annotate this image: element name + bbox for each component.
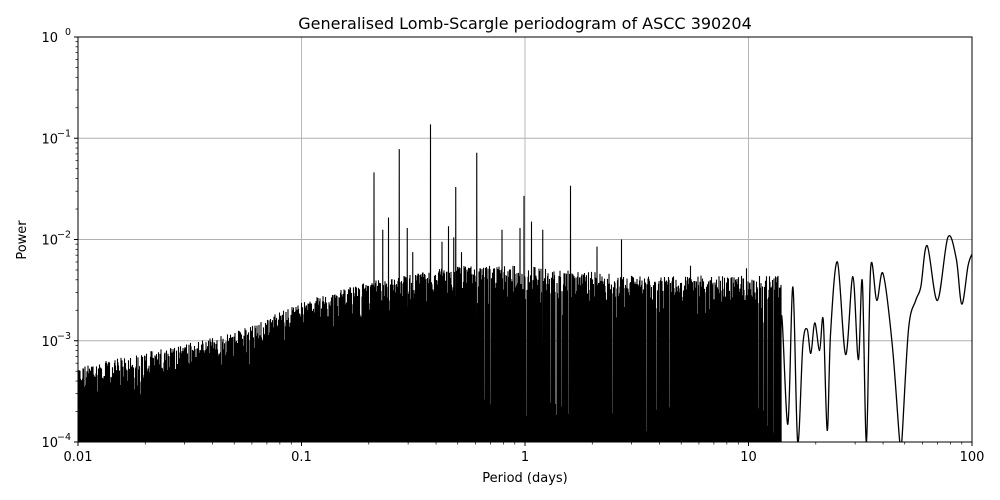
y-tick-exponent: −4 bbox=[57, 432, 71, 443]
x-tick-label: 1 bbox=[521, 450, 529, 465]
y-tick-exponent: −2 bbox=[57, 230, 71, 241]
y-tick-label: 10 bbox=[41, 335, 58, 350]
y-axis-label: Power bbox=[15, 220, 30, 260]
y-tick-exponent: −1 bbox=[57, 128, 71, 139]
x-tick-label: 10 bbox=[740, 450, 757, 465]
y-tick-exponent: −3 bbox=[57, 331, 71, 342]
y-tick-exponent: 0 bbox=[65, 27, 71, 38]
y-tick-label: 10 bbox=[41, 436, 58, 451]
periodogram-trace bbox=[78, 124, 782, 442]
y-tick-label: 10 bbox=[41, 132, 58, 147]
x-tick-label: 100 bbox=[960, 450, 985, 465]
y-tick-label: 10 bbox=[41, 234, 58, 249]
x-axis-label: Period (days) bbox=[482, 471, 568, 486]
y-axis: 10−410−310−210−110 0 bbox=[41, 27, 78, 451]
x-tick-label: 0.1 bbox=[291, 450, 312, 465]
y-tick-label: 10 bbox=[41, 31, 58, 46]
x-axis: 0.01 0.1 1 10 100 bbox=[64, 442, 985, 465]
x-tick-label: 0.01 bbox=[64, 450, 93, 465]
chart-title: Generalised Lomb-Scargle periodogram of … bbox=[298, 14, 752, 33]
